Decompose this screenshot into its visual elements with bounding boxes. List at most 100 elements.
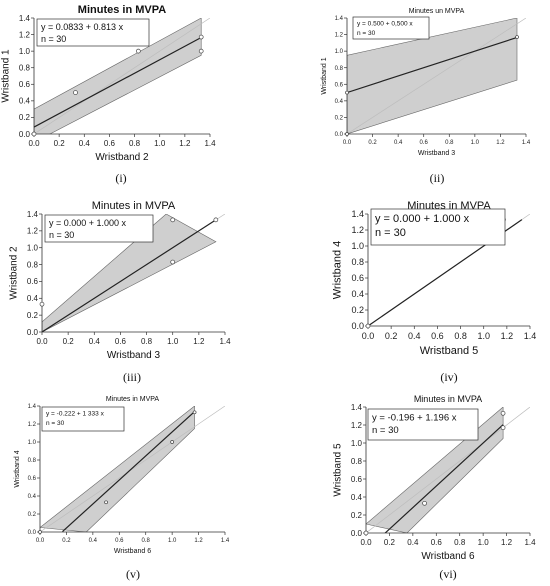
data-point bbox=[422, 500, 427, 506]
x-tick-label: 0.6 bbox=[115, 337, 127, 346]
y-tick-label: 0.2 bbox=[28, 512, 37, 518]
chart-title: Minutes in MVPA bbox=[106, 396, 159, 403]
x-tick-label: 1.4 bbox=[522, 140, 531, 146]
annotation-box bbox=[44, 214, 154, 243]
data-point bbox=[38, 530, 42, 534]
chart-title: Minutes in MVPA bbox=[414, 394, 482, 404]
y-tick-label: 0.8 bbox=[19, 64, 31, 73]
y-tick-label: 1.4 bbox=[27, 210, 39, 219]
x-tick-label: 1.4 bbox=[219, 337, 231, 346]
y-tick-label: 0.8 bbox=[28, 458, 37, 464]
x-axis-label: Wristband 2 bbox=[95, 152, 149, 163]
y-tick-label: 0.2 bbox=[351, 305, 364, 315]
annotation-line: y = 0.000 + 1.000 x bbox=[49, 218, 127, 228]
confidence-band bbox=[40, 406, 195, 532]
y-axis-label: Wristband 1 bbox=[321, 57, 328, 94]
x-tick-label: 0.0 bbox=[360, 538, 372, 547]
x-tick-label: 0.6 bbox=[115, 538, 124, 544]
annotation-box bbox=[367, 408, 479, 441]
x-tick-label: 1.4 bbox=[524, 538, 536, 547]
x-tick-label: 0.8 bbox=[454, 538, 466, 547]
y-tick-label: 1.4 bbox=[19, 14, 31, 23]
x-axis-label: Wristband 6 bbox=[114, 548, 151, 555]
y-tick-label: 0.0 bbox=[335, 132, 344, 138]
y-tick-label: 1.2 bbox=[351, 225, 364, 235]
y-tick-label: 0.2 bbox=[19, 113, 31, 122]
data-point bbox=[198, 48, 204, 54]
annotation-line: n = 30 bbox=[372, 425, 399, 436]
data-point bbox=[213, 217, 219, 223]
data-point bbox=[170, 217, 176, 223]
chart-panel-i: Minutes in MVPA 0.0 0.2 0.4 0.6 0.8 1.0 1.2 1.4 0… bbox=[1, 4, 217, 185]
x-tick-label: 0.2 bbox=[62, 538, 71, 544]
y-tick-label: 1.4 bbox=[28, 404, 37, 410]
x-axis-label: Wristband 3 bbox=[107, 350, 161, 361]
y-tick-label: 0.6 bbox=[19, 80, 31, 89]
y-tick-label: 0.4 bbox=[351, 289, 364, 299]
x-tick-label: 0.4 bbox=[408, 331, 421, 341]
x-tick-label: 0.8 bbox=[454, 331, 467, 341]
x-tick-label: 0.8 bbox=[445, 140, 454, 146]
panel-caption: (vi) bbox=[439, 567, 456, 581]
regression-line bbox=[384, 424, 504, 533]
data-point bbox=[31, 131, 37, 137]
y-tick-label: 0.4 bbox=[28, 494, 37, 500]
x-tick-label: 0.8 bbox=[129, 139, 141, 148]
x-tick-label: 0.0 bbox=[343, 140, 352, 146]
data-point bbox=[104, 500, 108, 505]
panel-caption: (v) bbox=[126, 567, 140, 581]
annotation-line: y = 0.000 + 1.000 x bbox=[375, 213, 470, 225]
data-point bbox=[135, 48, 141, 54]
annotation-line: n = 30 bbox=[46, 420, 65, 427]
x-tick-label: 0.6 bbox=[420, 140, 429, 146]
x-axis-label: Wristband 6 bbox=[421, 551, 475, 562]
y-tick-label: 0.0 bbox=[351, 321, 364, 331]
y-tick-label: 0.0 bbox=[28, 530, 37, 536]
y-tick-label: 1.0 bbox=[351, 439, 363, 448]
chart-panel-vi: Minutes in MVPA 0.0 0.2 0.4 0.6 0.8 1.0 1.2 1.4 0… bbox=[333, 394, 537, 581]
annotation-box bbox=[41, 406, 125, 432]
y-axis-label: Wristband 1 bbox=[1, 49, 12, 103]
y-tick-label: 0.2 bbox=[351, 511, 363, 520]
data-point bbox=[363, 530, 369, 536]
x-tick-label: 1.2 bbox=[496, 140, 505, 146]
y-tick-label: 0.2 bbox=[27, 311, 39, 320]
data-point bbox=[39, 301, 45, 307]
y-tick-label: 0.2 bbox=[335, 116, 344, 122]
y-tick-label: 1.0 bbox=[27, 244, 39, 253]
y-tick-label: 1.0 bbox=[19, 47, 31, 56]
x-tick-label: 1.4 bbox=[221, 538, 230, 544]
y-tick-label: 0.6 bbox=[351, 273, 364, 283]
x-tick-label: 1.0 bbox=[167, 337, 179, 346]
y-tick-label: 0.4 bbox=[351, 493, 363, 502]
x-tick-label: 0.0 bbox=[36, 538, 45, 544]
annotation-box bbox=[370, 208, 506, 246]
identity-line bbox=[347, 18, 526, 134]
regression-line bbox=[42, 219, 217, 332]
chart-panel-iii: Minutes in MVPA 0.0 0.2 0.4 0.6 0.8 1.0 1.2 1.4 0… bbox=[9, 200, 232, 384]
annotation-line: y = 0.500 + 0,500 x bbox=[357, 21, 413, 28]
x-tick-label: 1.2 bbox=[193, 337, 205, 346]
annotation-line: n = 30 bbox=[375, 227, 406, 239]
panel-caption: (ii) bbox=[430, 171, 445, 185]
y-tick-label: 0.0 bbox=[351, 529, 363, 538]
data-point bbox=[515, 35, 519, 39]
x-tick-label: 0.6 bbox=[104, 139, 116, 148]
y-tick-label: 1.2 bbox=[351, 421, 363, 430]
y-tick-label: 0.0 bbox=[19, 130, 31, 139]
regression-line bbox=[34, 36, 202, 128]
y-tick-label: 0.4 bbox=[335, 99, 344, 105]
identity-line bbox=[40, 406, 225, 532]
chart-panel-ii: Minutes un MVPA 0.0 0.2 0.4 0.6 0.8 1.0 1.2 1.4 0… bbox=[321, 8, 531, 185]
x-tick-label: 0.8 bbox=[141, 337, 153, 346]
y-tick-label: 0.0 bbox=[27, 328, 39, 337]
y-tick-label: 1.2 bbox=[19, 30, 31, 39]
y-axis-label: Wristband 5 bbox=[333, 443, 344, 497]
y-tick-label: 0.8 bbox=[351, 457, 363, 466]
x-tick-label: 0.0 bbox=[28, 139, 40, 148]
annotation-box bbox=[352, 16, 430, 40]
x-tick-label: 0.4 bbox=[394, 140, 403, 146]
x-tick-label: 0.4 bbox=[79, 139, 91, 148]
regression-line bbox=[62, 411, 196, 532]
y-tick-label: 0.8 bbox=[351, 257, 364, 267]
